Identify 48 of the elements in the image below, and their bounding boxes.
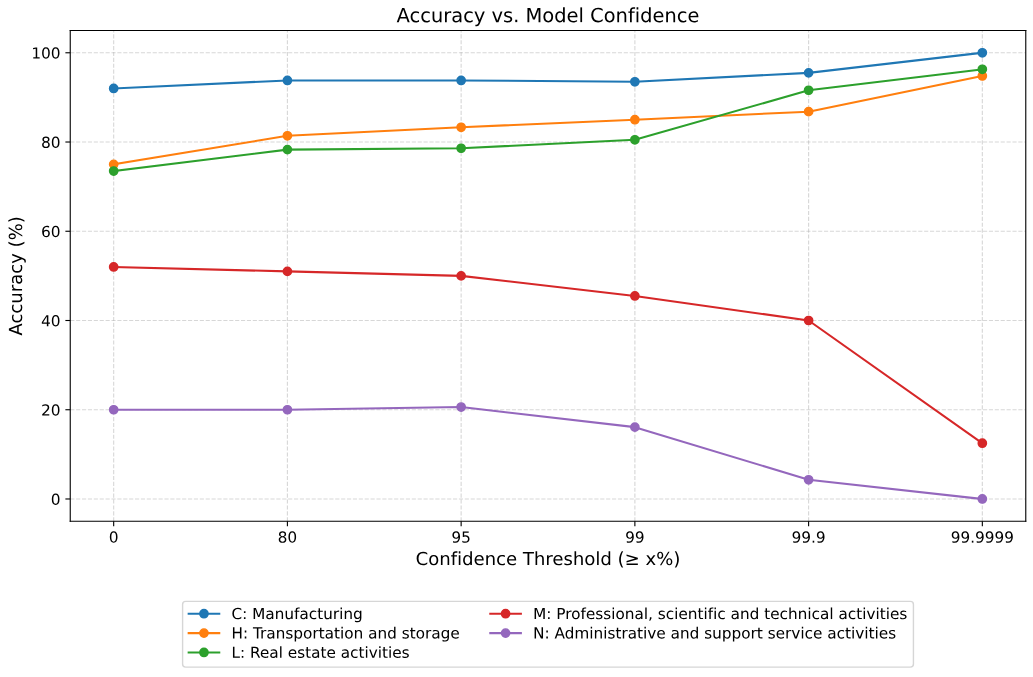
x-tick-label: 0: [109, 531, 118, 543]
y-axis-title: Accuracy (%): [8, 217, 26, 336]
point: [108, 262, 119, 272]
point: [803, 67, 814, 78]
y-tick-label: 0: [51, 493, 60, 505]
point: [282, 75, 293, 86]
legend-label: L: Real estate activities: [232, 646, 409, 659]
x-tick-label: 95: [452, 531, 470, 543]
point: [803, 106, 814, 117]
point: [977, 47, 988, 58]
y-tick-label: 20: [42, 404, 60, 416]
point: [456, 271, 467, 281]
point: [630, 114, 640, 125]
x-tick-label: 99.9: [792, 531, 825, 543]
point: [803, 474, 814, 485]
x-tick-label: 80: [278, 531, 297, 543]
point: [456, 143, 467, 154]
point: [977, 64, 988, 75]
y-tick-label: 60: [42, 225, 60, 238]
legend-label: M: Professional, scientific and technical activities: [534, 607, 907, 621]
legend-label: H: Transportation and storage: [232, 626, 459, 642]
point: [630, 291, 640, 301]
point: [282, 266, 293, 277]
point: [282, 404, 293, 415]
chart-title: Accuracy vs. Model Confidence: [396, 7, 699, 27]
legend-label: C: Manufacturing: [232, 607, 362, 623]
point: [108, 404, 119, 415]
point: [108, 83, 119, 94]
point: [456, 122, 467, 133]
point: [803, 315, 814, 326]
point: [456, 402, 467, 412]
point: [977, 494, 988, 504]
point: [803, 85, 814, 96]
x-tick-label: 99.9999: [951, 531, 1013, 543]
x-tick-label: 99: [626, 531, 644, 543]
x-axis-title: Confidence Threshold (≥ x%): [416, 551, 679, 568]
point: [282, 144, 293, 155]
y-tick-label: 100: [33, 47, 60, 59]
point: [456, 75, 467, 86]
legend-label: N: Administrative and support service activities: [534, 626, 896, 642]
point: [630, 134, 640, 145]
point: [282, 130, 293, 141]
point: [108, 166, 119, 176]
y-tick-label: 40: [41, 314, 60, 327]
point: [630, 76, 640, 87]
point: [977, 438, 988, 449]
y-tick-label: 80: [42, 136, 60, 149]
point: [630, 422, 640, 433]
